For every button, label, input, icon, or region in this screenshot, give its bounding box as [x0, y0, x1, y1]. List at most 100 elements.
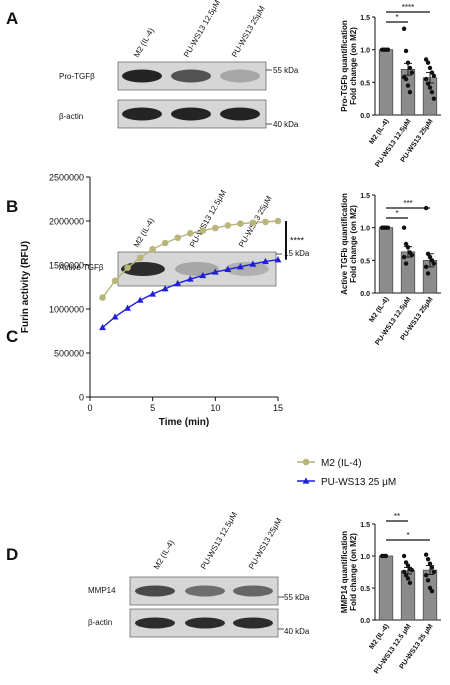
- y-tick-label: 0.5: [360, 80, 370, 87]
- data-point: [149, 290, 157, 297]
- data-point: [429, 565, 435, 570]
- bar: [378, 49, 394, 116]
- data-point: [407, 65, 413, 71]
- blot-d-bands: [129, 576, 284, 638]
- data-point: [111, 277, 119, 285]
- blot-band: [233, 585, 273, 597]
- significance-label: *: [406, 531, 409, 540]
- significance-label: ****: [290, 235, 305, 245]
- data-point: [409, 70, 415, 75]
- y-axis-label-line: Fold change (on M2): [349, 533, 358, 611]
- data-point: [425, 557, 431, 562]
- data-point: [249, 219, 257, 227]
- x-tick-label: 15: [273, 403, 283, 413]
- blot-band: [225, 262, 269, 276]
- x-tick-label: 5: [150, 403, 155, 413]
- data-point: [425, 81, 431, 86]
- panel-letter-a: A: [6, 9, 18, 28]
- blot-d-marker: 55 kDa: [284, 593, 310, 602]
- data-point: [224, 222, 232, 229]
- data-point: [429, 589, 435, 594]
- y-tick-label: 1.0: [360, 48, 370, 55]
- data-point: [274, 217, 282, 225]
- blot-d: M2 (IL-4) PU-WS13 12.5μM PU-WS13 25μM MM…: [88, 510, 310, 638]
- data-point: [427, 254, 433, 260]
- data-point: [99, 323, 106, 331]
- data-point: [407, 580, 413, 586]
- data-point: [199, 227, 207, 234]
- blot-band: [185, 617, 225, 629]
- blot-band: [175, 262, 219, 276]
- data-point: [249, 260, 257, 267]
- data-point: [174, 279, 182, 287]
- data-point: [262, 218, 269, 226]
- y-axis-label: Furin activity (RFU): [20, 241, 31, 333]
- data-point: [401, 225, 407, 230]
- data-point: [199, 271, 207, 279]
- data-point: [161, 239, 169, 247]
- legend-label: PU-WS13 25 μM: [321, 477, 396, 488]
- blot-a: M2 (IL-4) PU-WS13 12.5μM PU-WS13 25μM Pr…: [59, 0, 299, 129]
- data-point: [405, 83, 411, 88]
- y-tick-label: 1.5: [360, 15, 370, 22]
- blot-d-lane-label: PU-WS13 25μM: [247, 516, 284, 571]
- data-point: [124, 304, 131, 311]
- data-point: [423, 573, 429, 578]
- significance-label: **: [394, 512, 400, 521]
- blot-b-marker: 15 kDa: [284, 249, 310, 258]
- significance-label: *: [395, 13, 398, 22]
- legend-marker: [302, 477, 310, 484]
- data-point: [425, 271, 431, 276]
- blot-b: M2 (IL-4) PU-WS13 12.5μM PU-WS13 25μM Ac…: [59, 188, 310, 287]
- y-tick-label: 1000000: [49, 305, 84, 315]
- blot-a-marker: 55 kDa: [273, 66, 299, 75]
- y-tick-label: 1.0: [360, 554, 370, 561]
- blot-b-lane-label: PU-WS13 12.5μM: [188, 188, 228, 249]
- data-point: [431, 96, 437, 101]
- y-tick-label: 1.5: [360, 193, 370, 200]
- y-tick-label: 0.0: [360, 291, 370, 298]
- data-point: [425, 251, 431, 256]
- y-tick-label: 0.0: [360, 113, 370, 120]
- data-point: [427, 65, 433, 71]
- data-point: [401, 26, 407, 31]
- data-point: [385, 225, 391, 230]
- data-point: [425, 578, 431, 583]
- data-point: [274, 256, 282, 263]
- legend-marker: [302, 458, 310, 466]
- blot-d-row-label: β-actin: [88, 618, 112, 627]
- y-tick-label: 2500000: [49, 173, 84, 183]
- data-point: [186, 275, 194, 282]
- blot-band: [220, 69, 260, 83]
- y-tick-label: 0: [79, 393, 84, 403]
- data-point: [174, 234, 182, 242]
- blot-a-bands: [117, 61, 272, 129]
- data-point: [149, 245, 156, 253]
- data-point: [403, 560, 409, 565]
- bar: [422, 569, 438, 621]
- y-tick-label: 1.5: [360, 522, 370, 529]
- y-tick-label: 0.5: [360, 258, 370, 265]
- x-tick-label: M2 (IL-4): [368, 623, 390, 651]
- y-tick-label: 2000000: [49, 217, 84, 227]
- blot-band: [171, 107, 211, 121]
- data-point: [403, 261, 409, 266]
- significance-label: *: [395, 209, 398, 218]
- data-point: [403, 573, 409, 578]
- x-tick-label: 10: [210, 403, 220, 413]
- x-tick-label: 0: [87, 403, 92, 413]
- y-axis-label: Active TGFb quantificationFold change (o…: [340, 193, 358, 295]
- y-axis-label-line: MMP14 quantification: [340, 531, 349, 613]
- data-point: [161, 285, 169, 292]
- line-chart-c: 0 500000 1000000 1500000 2000000 2500000 0 5 10 1…: [20, 173, 396, 489]
- blot-d-lane-label: PU-WS13 12.5μM: [199, 510, 239, 571]
- x-axis-label: Time (min): [159, 417, 209, 428]
- blot-band: [121, 262, 165, 276]
- data-point: [423, 552, 429, 557]
- blot-d-lane-label: M2 (IL-4): [152, 538, 176, 571]
- significance-label: ****: [402, 3, 414, 12]
- data-point: [237, 220, 244, 227]
- bar: [378, 555, 394, 621]
